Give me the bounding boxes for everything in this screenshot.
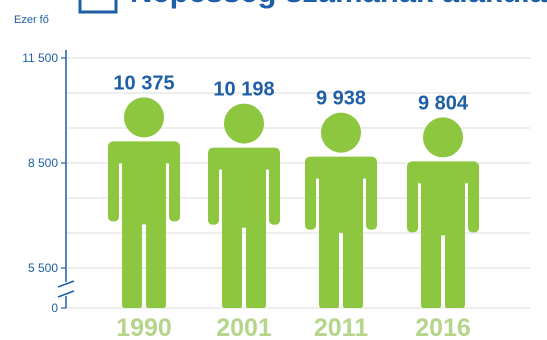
x-tick-label: 2011	[314, 314, 368, 340]
data-marks: 10 375 1990 10 198 2001 9 938 2011 9 804 2016	[108, 72, 479, 340]
x-tick-label: 2016	[415, 314, 471, 340]
person-bar	[305, 112, 377, 308]
chart-title-text: Népesség számának alakulása	[130, 0, 547, 9]
value-label: 9 804	[418, 92, 469, 114]
y-tick-label: 5 500	[28, 261, 58, 275]
chart-title: Népesség számának alakulása	[78, 0, 547, 14]
person-body	[208, 147, 280, 308]
person-bar	[108, 97, 180, 308]
value-label: 10 375	[113, 72, 174, 94]
axis-break-icon	[57, 280, 75, 298]
person-body	[305, 156, 377, 308]
y-tick-label: 0	[51, 301, 58, 315]
value-label: 10 198	[213, 79, 274, 101]
person-bar	[407, 117, 479, 308]
person-body	[108, 141, 180, 308]
title-box-icon	[78, 0, 118, 14]
x-tick-label: 1990	[116, 314, 172, 340]
person-head	[124, 97, 164, 138]
value-label: 9 938	[316, 88, 366, 110]
person-head	[321, 112, 361, 153]
y-tick-label: 11 500	[22, 51, 58, 65]
x-tick-label: 2001	[216, 314, 272, 340]
unit-label: Ezer fő	[14, 14, 49, 26]
y-axis: 11 500 8 500 5 500 0	[22, 50, 75, 315]
person-bar	[208, 103, 280, 308]
y-tick-label: 8 500	[28, 156, 58, 170]
person-body	[407, 161, 479, 308]
person-head	[423, 117, 463, 158]
person-head	[224, 103, 264, 144]
